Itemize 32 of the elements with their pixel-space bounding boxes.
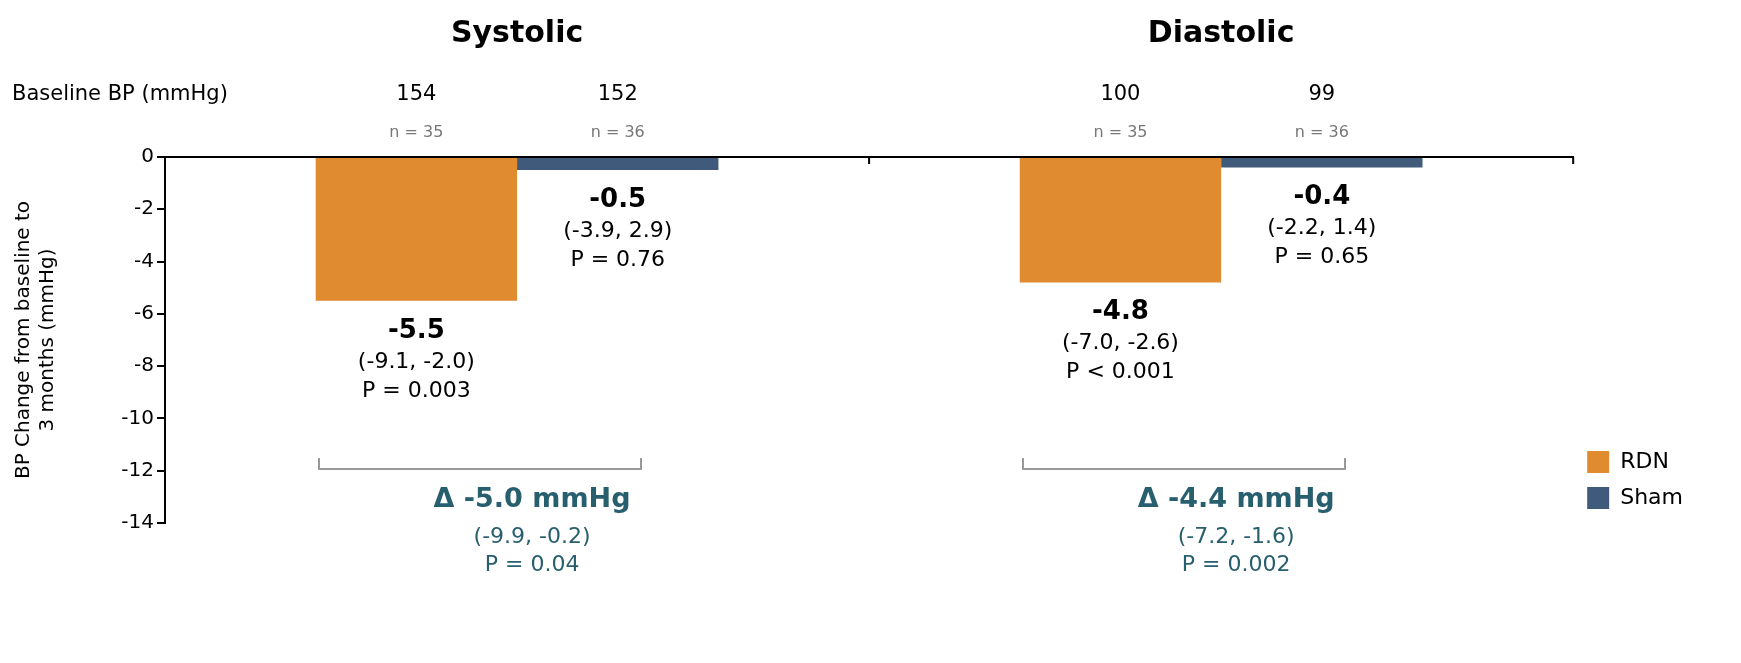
y-tick-label: -14 [121, 509, 154, 534]
y-tick-label: -4 [134, 247, 154, 272]
text: n = 36 [1294, 122, 1349, 142]
legend-label: RDN [1620, 447, 1669, 473]
text: Baseline BP (mmHg) [12, 81, 228, 106]
y-tick-label: -12 [121, 456, 154, 481]
y-tick-label: -2 [134, 195, 154, 220]
annotation: Δ -4.4 mmHg [1137, 482, 1335, 514]
text: P = 0.04 [484, 550, 580, 576]
legend-label: Sham [1620, 483, 1684, 509]
text: 99 [1308, 81, 1336, 106]
annotation: (-9.9, -0.2) [473, 522, 591, 548]
y-tick-label: 0 [141, 143, 154, 168]
y-axis-title: BP Change from baseline to 3 months (mmHg) [10, 200, 59, 480]
annotation: (-7.2, -1.6) [1177, 522, 1295, 548]
y-tick-label: -6 [134, 300, 154, 325]
text: P = 0.002 [1181, 550, 1291, 576]
text: 154 [396, 81, 437, 106]
text: 152 [597, 81, 638, 106]
data-label: -5.5 (-9.1, -2.0) P = 0.003 [357, 313, 475, 402]
data-label: -0.4 (-2.2, 1.4) P = 0.65 [1267, 180, 1377, 269]
x-tick-label: Diastolic [1147, 13, 1295, 49]
text: n = 35 [389, 122, 444, 142]
x-tick-label: Systolic [450, 13, 584, 49]
y-tick-label: -8 [134, 352, 154, 377]
text: 100 [1100, 81, 1141, 106]
text: n = 35 [1093, 122, 1148, 142]
text: n = 36 [590, 122, 645, 142]
data-label: -4.8 (-7.0, -2.6) P < 0.001 [1061, 295, 1179, 384]
annotation: Δ -5.0 mmHg [433, 482, 631, 514]
data-label: -0.5 (-3.9, 2.9) P = 0.76 [563, 182, 673, 271]
y-tick-label: -10 [121, 404, 154, 429]
